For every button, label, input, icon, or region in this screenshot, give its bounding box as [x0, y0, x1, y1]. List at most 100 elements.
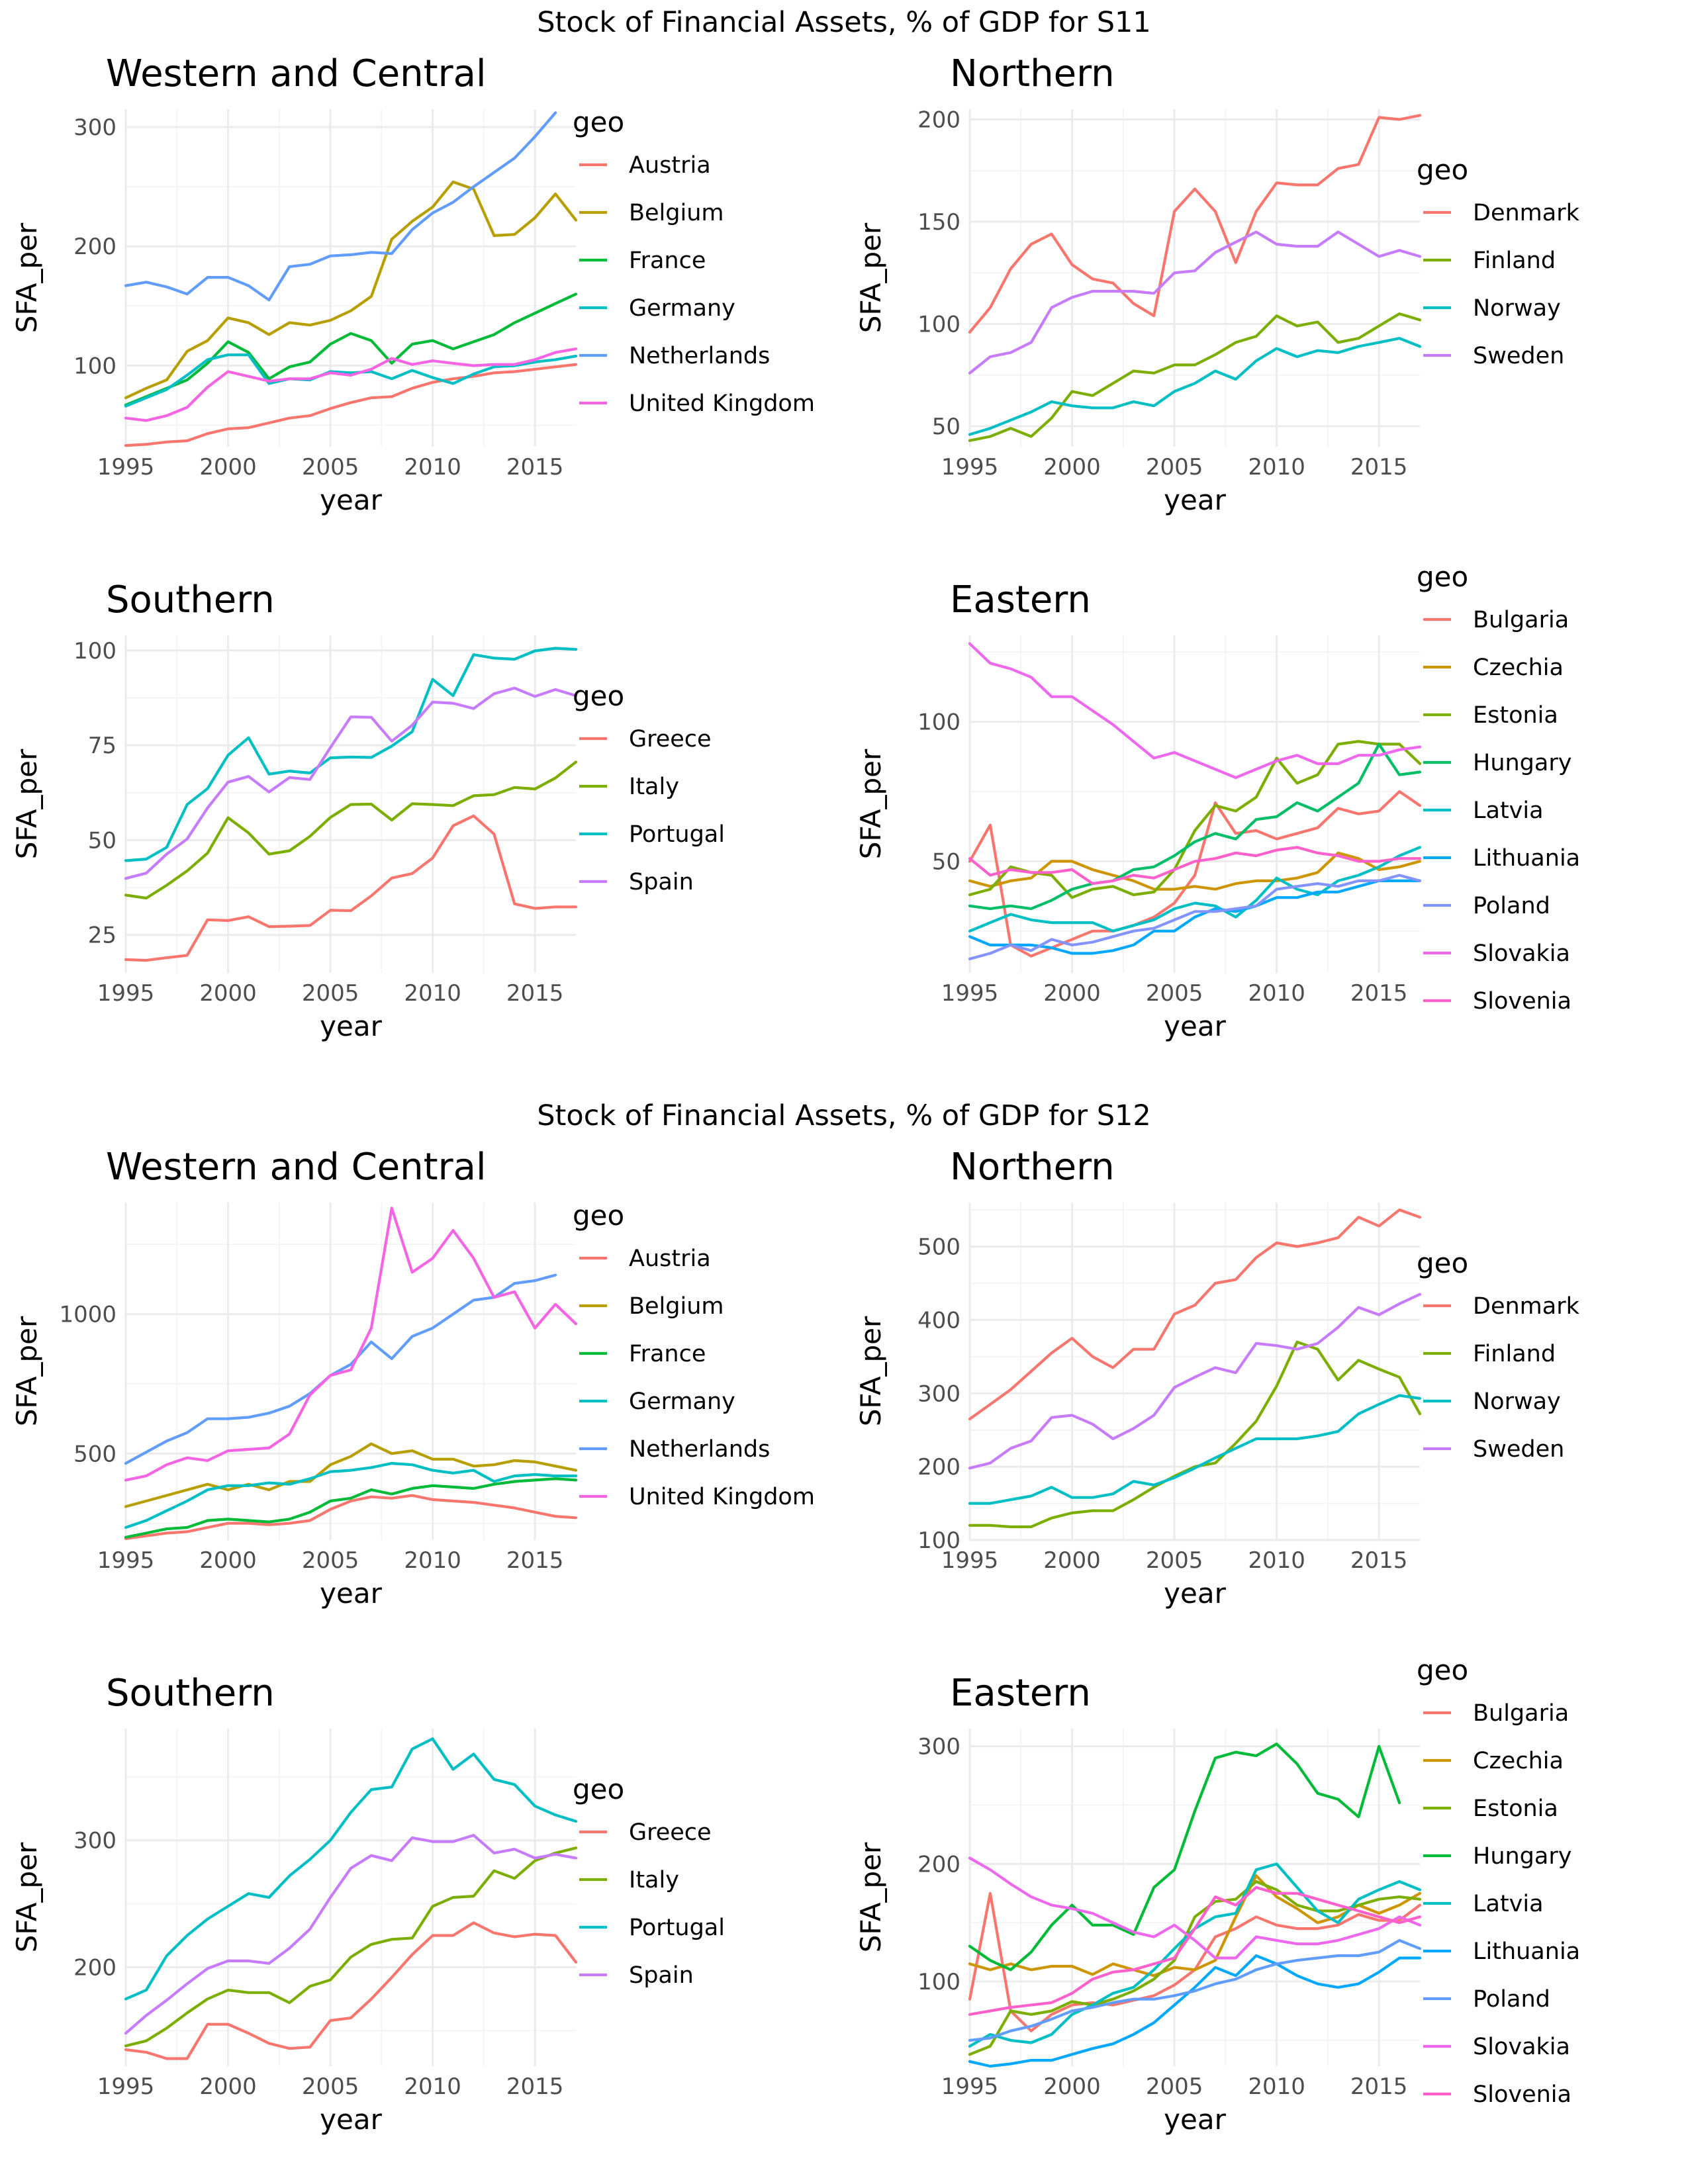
x-tick-label: 2005	[1146, 1547, 1203, 1574]
x-tick-label: 2000	[199, 980, 257, 1007]
legend-label-germany: Germany	[629, 295, 735, 322]
panel-s12-western-and-central: Western and Central 1995 2000 2005 2010 2015 5…	[11, 1146, 815, 1610]
figure-title-s11: Stock of Financial Assets, % of GDP for …	[537, 6, 1151, 39]
y-axis-title: SFA_per	[855, 749, 887, 859]
y-tick-label: 1000	[59, 1302, 117, 1328]
panel-s12-eastern: Eastern 1995 2000 2005 2010 2015 100 200 300 year…	[855, 1654, 1580, 2136]
series-line-bulgaria	[968, 790, 1422, 958]
x-tick-label: 1995	[941, 980, 999, 1007]
legend-label-spain: Spain	[629, 1962, 694, 1989]
x-tick-label: 2000	[199, 2073, 257, 2100]
series-line-united-kingdom	[124, 1206, 578, 1482]
series-line-italy	[124, 1846, 578, 2048]
y-tick-label: 50	[932, 848, 961, 875]
x-tick-label: 2010	[404, 454, 461, 480]
series-line-denmark	[968, 1208, 1422, 1421]
series-line-germany	[124, 353, 578, 408]
legend-label-hungary: Hungary	[1473, 750, 1571, 776]
x-tick-label: 2005	[302, 1547, 359, 1574]
panel-s11-southern: Southern 1995 2000 2005 2010 2015 25 50 75 100 yea…	[11, 578, 725, 1042]
panel-s11-western-and-central: Western and Central 1995 2000 2005 2010 2015 1…	[11, 52, 815, 516]
series-line-belgium	[124, 1442, 578, 1508]
x-tick-label: 2010	[1248, 1547, 1305, 1574]
x-tick-label: 1995	[941, 1547, 999, 1574]
series-line-france	[124, 293, 578, 406]
x-tick-label: 1995	[97, 2073, 155, 2100]
series-line-slovakia	[968, 1856, 1422, 1960]
x-axis-title: year	[1164, 1010, 1226, 1042]
legend-label-austria: Austria	[629, 1246, 711, 1272]
legend-label-portugal: Portugal	[629, 1915, 725, 1941]
legend-label-austria: Austria	[629, 152, 711, 179]
legend-label-norway: Norway	[1473, 1388, 1561, 1415]
series-line-austria	[124, 1494, 578, 1540]
x-axis-title: year	[320, 484, 382, 516]
y-axis-title: SFA_per	[11, 222, 43, 333]
y-tick-label: 100	[73, 638, 117, 664]
legend-label-slovenia: Slovenia	[1473, 988, 1571, 1015]
y-tick-label: 400	[917, 1307, 961, 1334]
legend-title: geo	[1417, 1247, 1468, 1279]
y-tick-label: 300	[73, 1828, 117, 1854]
x-axis-title: year	[320, 1010, 382, 1042]
x-tick-label: 1995	[941, 2073, 999, 2100]
legend-label-estonia: Estonia	[1473, 702, 1558, 729]
legend-label-france: France	[629, 248, 706, 274]
x-tick-label: 2015	[1350, 454, 1408, 480]
x-tick-label: 1995	[97, 980, 155, 1007]
legend-label-czechia: Czechia	[1473, 655, 1564, 681]
series-line-united-kingdom	[124, 347, 578, 422]
series-line-belgium	[124, 180, 578, 400]
series-line-france	[124, 1477, 578, 1539]
x-tick-label: 2005	[1146, 454, 1203, 480]
x-tick-label: 2015	[506, 454, 564, 480]
y-tick-label: 200	[73, 234, 117, 260]
legend-label-portugal: Portugal	[629, 821, 725, 848]
x-tick-label: 2010	[1248, 980, 1305, 1007]
legend-label-denmark: Denmark	[1473, 1293, 1580, 1320]
panel-title: Eastern	[950, 578, 1091, 621]
legend-label-greece: Greece	[629, 726, 712, 752]
series-line-poland	[968, 874, 1422, 960]
legend-label-netherlands: Netherlands	[629, 343, 770, 369]
legend-label-slovenia: Slovenia	[1473, 2081, 1571, 2108]
x-tick-label: 2015	[1350, 980, 1408, 1007]
series-line-portugal	[124, 647, 578, 862]
x-tick-label: 2000	[1043, 454, 1101, 480]
panel-s11-eastern: Eastern 1995 2000 2005 2010 2015 50 100 year SFA_…	[855, 561, 1580, 1042]
legend-label-spain: Spain	[629, 869, 694, 895]
x-tick-label: 2000	[199, 454, 257, 480]
legend-label-poland: Poland	[1473, 893, 1550, 919]
legend-label-germany: Germany	[629, 1388, 735, 1415]
legend-label-hungary: Hungary	[1473, 1843, 1571, 1870]
y-tick-label: 100	[917, 1527, 961, 1554]
series-line-sweden	[968, 1293, 1422, 1470]
legend-title: geo	[1417, 154, 1468, 186]
series-line-spain	[124, 1834, 578, 2035]
series-line-norway	[968, 337, 1422, 436]
y-tick-label: 200	[917, 1851, 961, 1878]
y-tick-label: 50	[932, 414, 961, 440]
x-tick-label: 2000	[199, 1547, 257, 1574]
y-axis-title: SFA_per	[855, 1842, 887, 1952]
x-axis-title: year	[1164, 1577, 1226, 1610]
y-axis-title: SFA_per	[855, 222, 887, 333]
series-line-lithuania	[968, 1954, 1422, 2068]
series-line-hungary	[968, 743, 1422, 911]
panel-s11-northern: Northern 1995 2000 2005 2010 2015 50 100 150 200 y…	[855, 52, 1580, 516]
legend-label-slovakia: Slovakia	[1473, 940, 1570, 967]
x-tick-label: 2010	[404, 1547, 461, 1574]
x-tick-label: 1995	[97, 1547, 155, 1574]
legend-label-finland: Finland	[1473, 248, 1556, 274]
series-line-slovenia	[968, 846, 1422, 886]
panel-s12-southern: Southern 1995 2000 2005 2010 2015 200 300 year SF…	[11, 1672, 725, 2136]
x-tick-label: 2005	[302, 454, 359, 480]
panel-title: Northern	[950, 52, 1115, 95]
x-tick-label: 2015	[506, 2073, 564, 2100]
series-line-bulgaria	[968, 1891, 1422, 2032]
x-axis-title: year	[320, 1577, 382, 1610]
